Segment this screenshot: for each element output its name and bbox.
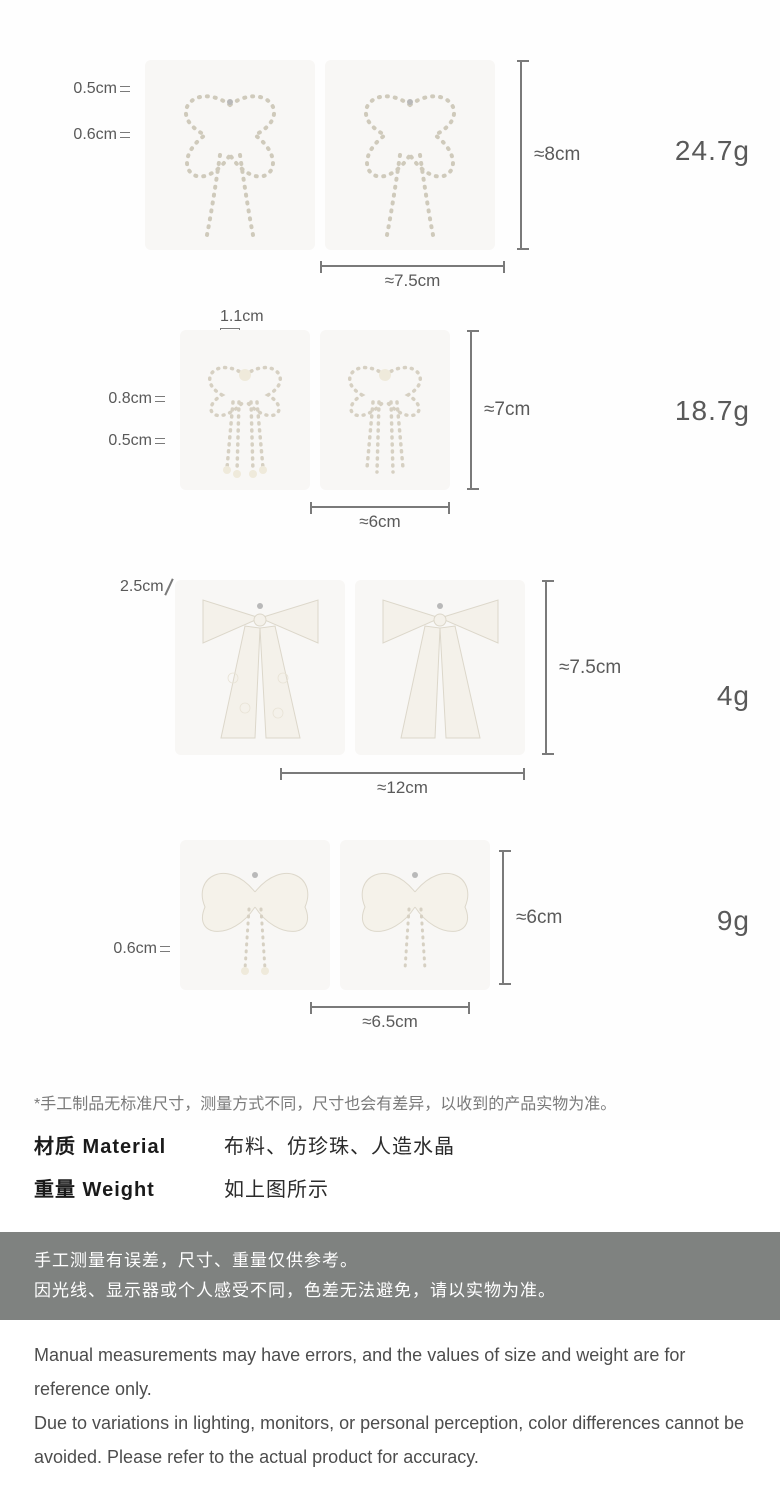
disclaimer-cn-line: 手工测量有误差，尺寸、重量仅供参考。: [34, 1246, 746, 1276]
diag-dim: 2.5cm: [120, 578, 170, 596]
width-label: ≈12cm: [377, 778, 428, 797]
width-ruler: ≈7.5cm: [320, 265, 505, 287]
weight-value: 4g: [717, 680, 750, 712]
weight-value: 9g: [717, 905, 750, 937]
product-image: [320, 330, 450, 490]
weight-value: 18.7g: [675, 395, 750, 427]
height-label: ≈6cm: [516, 907, 562, 929]
diagram-area: 0.5cm 0.6cm: [0, 0, 780, 1130]
lace-butterfly-icon: [347, 847, 483, 983]
product-spec-sheet: 0.5cm 0.6cm: [0, 0, 780, 1504]
product-image: [340, 840, 490, 990]
disclaimer-en-line: Due to variations in lighting, monitors,…: [34, 1406, 746, 1474]
weight-value: 24.7g: [675, 135, 750, 167]
pearl-bow-tassel-icon: [187, 340, 303, 480]
dim-label: 0.6cm: [113, 940, 157, 957]
spec-value-weight: 如上图所示: [224, 1173, 329, 1202]
height-label: ≈7cm: [484, 399, 530, 421]
height-ruler: ≈7cm: [470, 330, 472, 490]
dim-label: 0.8cm: [108, 390, 152, 407]
bead-size-callouts: 0.8cm 0.5cm: [75, 390, 165, 458]
bead-size-callouts: 0.6cm: [80, 940, 170, 966]
dim-label: 0.5cm: [73, 80, 117, 97]
spec-label-weight: 重量 Weight: [34, 1173, 224, 1202]
disclaimer-en: Manual measurements may have errors, and…: [0, 1320, 780, 1504]
pearl-crystal-bow-icon: [155, 70, 305, 240]
pearl-bow-tassel-icon: [327, 340, 443, 480]
disclaimer-cn-line: 因光线、显示器或个人感受不同，色差无法避免，请以实物为准。: [34, 1276, 746, 1306]
disclaimer-cn: 手工测量有误差，尺寸、重量仅供参考。 因光线、显示器或个人感受不同，色差无法避免…: [0, 1232, 780, 1320]
handmade-footnote: *手工制品无标准尺寸，测量方式不同，尺寸也会有差异，以收到的产品实物为准。: [0, 1090, 780, 1114]
lace-butterfly-icon: [187, 847, 323, 983]
pearl-crystal-bow-icon: [335, 70, 485, 240]
height-ruler: ≈8cm: [520, 60, 522, 250]
spec-label-material: 材质 Material: [34, 1130, 224, 1159]
spec-row: 重量 Weight 如上图所示: [34, 1173, 746, 1202]
product-image: [180, 330, 310, 490]
width-ruler: ≈6cm: [310, 506, 450, 528]
lace-bow-icon: [363, 588, 518, 748]
product-image: [325, 60, 495, 250]
width-ruler: ≈12cm: [280, 772, 525, 794]
spec-value-material: 布料、仿珍珠、人造水晶: [224, 1130, 455, 1159]
spec-section: 材质 Material 布料、仿珍珠、人造水晶 重量 Weight 如上图所示: [0, 1130, 780, 1202]
height-ruler: ≈6cm: [502, 850, 504, 985]
product-image: [355, 580, 525, 755]
dim-label: 0.6cm: [73, 126, 117, 143]
height-label: ≈8cm: [534, 144, 580, 166]
height-ruler: ≈7.5cm: [545, 580, 547, 755]
bead-size-callouts: 0.5cm 0.6cm: [40, 80, 130, 152]
product-image: [175, 580, 345, 755]
disclaimer-en-line: Manual measurements may have errors, and…: [34, 1338, 746, 1406]
dim-label: 0.5cm: [108, 432, 152, 449]
lace-bow-icon: [183, 588, 338, 748]
width-label: ≈6.5cm: [362, 1012, 418, 1031]
product-image: [145, 60, 315, 250]
width-label: ≈6cm: [359, 512, 400, 531]
width-ruler: ≈6.5cm: [310, 1006, 470, 1028]
spec-row: 材质 Material 布料、仿珍珠、人造水晶: [34, 1130, 746, 1159]
height-label: ≈7.5cm: [559, 657, 621, 679]
product-image: [180, 840, 330, 990]
width-label: ≈7.5cm: [385, 271, 441, 290]
